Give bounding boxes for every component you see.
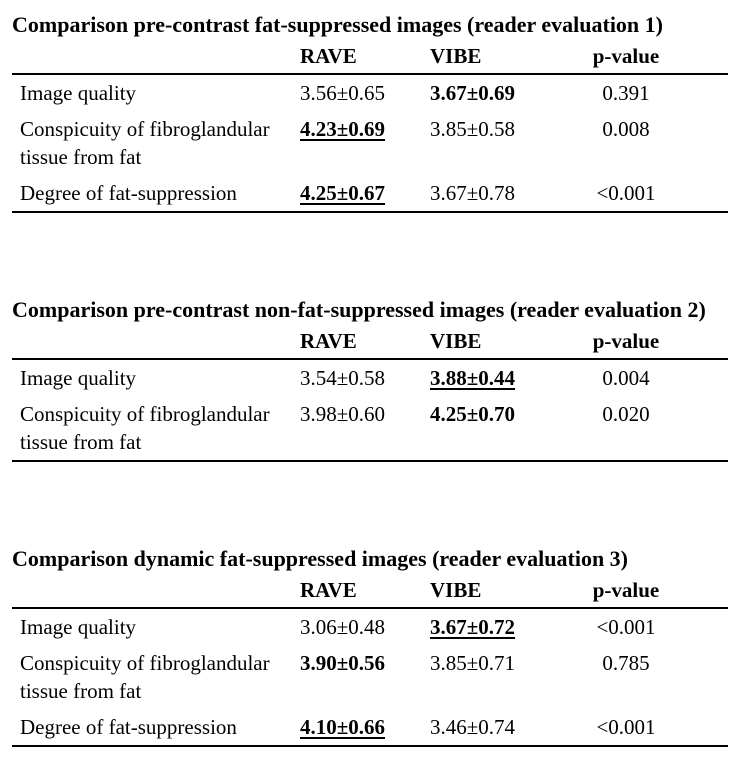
value-text: 3.85±0.71 [430,651,516,675]
table-block-reader-evaluation-3: Comparison dynamic fat-suppressed images… [12,546,728,747]
p-value: 0.785 [602,651,650,675]
p-value: 0.004 [602,366,650,390]
table-2-header-label [12,323,292,360]
value-text: 4.23±0.69 [300,117,386,141]
row-label: Conspicuity of fibroglandular tissue fro… [20,402,270,454]
table-1-header-vibe: VIBE [422,38,552,75]
rave-value: 3.54±0.58 [292,359,422,396]
table-row: Image quality 3.54±0.58 3.88±0.44 0.004 [12,359,728,396]
value-text: 3.88±0.44 [430,366,516,390]
value-text: 3.06±0.48 [300,615,386,639]
table-row: Degree of fat-suppression 4.10±0.66 3.46… [12,709,728,746]
table-row: Image quality 3.56±0.65 3.67±0.69 0.391 [12,74,728,111]
vibe-value: 3.67±0.78 [422,175,552,212]
table-2-header-p-value: p-value [552,323,728,360]
vibe-value: 3.67±0.69 [422,74,552,111]
table-2-header-vibe: VIBE [422,323,552,360]
value-text: 3.67±0.72 [430,615,516,639]
rave-value: 4.25±0.67 [292,175,422,212]
rave-value: 3.98±0.60 [292,396,422,461]
value-text: 3.56±0.65 [300,81,386,105]
rave-value: 4.23±0.69 [292,111,422,175]
rave-value: 4.10±0.66 [292,709,422,746]
row-label: Image quality [20,366,137,390]
value-text: 4.25±0.67 [300,181,386,205]
table-row: Degree of fat-suppression 4.25±0.67 3.67… [12,175,728,212]
table-block-reader-evaluation-1: Comparison pre-contrast fat-suppressed i… [12,12,728,213]
value-text: 3.46±0.74 [430,715,516,739]
value-text: 3.54±0.58 [300,366,386,390]
p-value: <0.001 [596,181,656,205]
value-text: 3.98±0.60 [300,402,386,426]
table-1: RAVE VIBE p-value Image quality 3.56±0.6… [12,38,728,213]
table-row: Conspicuity of fibroglandular tissue fro… [12,396,728,461]
table-3-header-rave: RAVE [292,572,422,609]
table-1-header-label [12,38,292,75]
row-label: Image quality [20,615,137,639]
vibe-value: 3.85±0.58 [422,111,552,175]
table-3-header-vibe: VIBE [422,572,552,609]
table-3: RAVE VIBE p-value Image quality 3.06±0.4… [12,572,728,747]
p-value: 0.020 [602,402,650,426]
row-label: Degree of fat-suppression [20,715,237,739]
table-2: RAVE VIBE p-value Image quality 3.54±0.5… [12,323,728,462]
table-3-title: Comparison dynamic fat-suppressed images… [12,546,628,571]
row-label: Image quality [20,81,137,105]
table-block-reader-evaluation-2: Comparison pre-contrast non-fat-suppress… [12,297,728,462]
table-2-title: Comparison pre-contrast non-fat-suppress… [12,297,706,322]
row-label: Degree of fat-suppression [20,181,237,205]
rave-value: 3.56±0.65 [292,74,422,111]
table-1-header-rave: RAVE [292,38,422,75]
p-value: <0.001 [596,615,656,639]
value-text: 4.10±0.66 [300,715,386,739]
rave-value: 3.06±0.48 [292,608,422,645]
vibe-value: 3.85±0.71 [422,645,552,709]
vibe-value: 3.88±0.44 [422,359,552,396]
table-2-header-row: RAVE VIBE p-value [12,323,728,360]
table-3-header-row: RAVE VIBE p-value [12,572,728,609]
table-1-header-row: RAVE VIBE p-value [12,38,728,75]
p-value: 0.391 [602,81,650,105]
vibe-value: 4.25±0.70 [422,396,552,461]
vibe-value: 3.67±0.72 [422,608,552,645]
table-row: Conspicuity of fibroglandular tissue fro… [12,645,728,709]
table-row: Conspicuity of fibroglandular tissue fro… [12,111,728,175]
value-text: 4.25±0.70 [430,402,516,426]
table-1-header-p-value: p-value [552,38,728,75]
table-3-header-label [12,572,292,609]
table-3-header-p-value: p-value [552,572,728,609]
p-value: <0.001 [596,715,656,739]
rave-value: 3.90±0.56 [292,645,422,709]
table-2-header-rave: RAVE [292,323,422,360]
p-value: 0.008 [602,117,650,141]
row-label: Conspicuity of fibroglandular tissue fro… [20,117,270,169]
value-text: 3.67±0.78 [430,181,516,205]
row-label: Conspicuity of fibroglandular tissue fro… [20,651,270,703]
table-row: Image quality 3.06±0.48 3.67±0.72 <0.001 [12,608,728,645]
table-1-title: Comparison pre-contrast fat-suppressed i… [12,12,663,37]
value-text: 3.85±0.58 [430,117,516,141]
vibe-value: 3.46±0.74 [422,709,552,746]
value-text: 3.90±0.56 [300,651,386,675]
value-text: 3.67±0.69 [430,81,516,105]
